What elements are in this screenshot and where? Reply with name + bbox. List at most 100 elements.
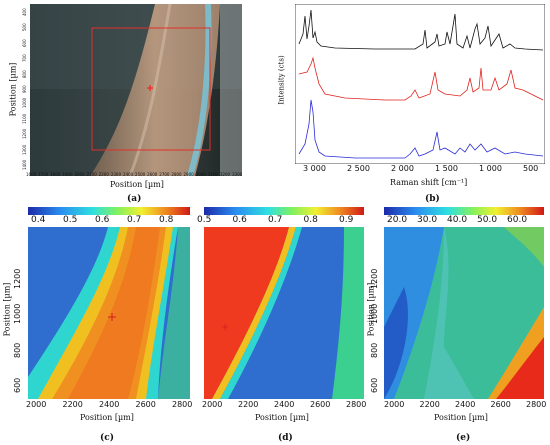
c-colorbar-tick: 0.6 [95, 215, 110, 225]
b-x-tick-label: 2 000 [391, 164, 414, 173]
c-x-tick-label: 2800 [172, 400, 193, 409]
c-colorbar-tick: 0.4 [31, 215, 46, 225]
panel-c: 0.4 0.5 0.6 0.7 0.8 1200 1000 800 600 2000 2200 2… [0, 205, 200, 445]
e-x-tick-label: 2600 [490, 400, 511, 409]
d-colorbar-tick: 0.7 [268, 215, 283, 225]
e-heatmap [384, 227, 544, 399]
c-y-tick-label: 1000 [13, 303, 22, 324]
a-x-tick-label: 1900 [62, 172, 73, 177]
a-y-tick-label: 400 [22, 8, 27, 16]
a-ylabel: Position [µm] [8, 62, 18, 117]
a-x-tick-label: 1600 [26, 172, 37, 177]
panel-e: 20.0 30.0 40.0 50.0 60.0 1200 1000 800 600 2000… [360, 205, 550, 445]
spectra-frame [295, 4, 545, 164]
c-colorbar-tick: 0.5 [63, 215, 78, 225]
d-colorbar-tick: 0.9 [339, 215, 354, 225]
e-colorbar-tick: 40.0 [447, 215, 468, 225]
e-colorbar-tick: 20.0 [387, 215, 408, 225]
a-x-tick-label: 2700 [159, 172, 170, 177]
d-colorbar-tick: 0.8 [303, 215, 318, 225]
a-y-tick-label: 800 [22, 69, 27, 78]
a-x-tick-label: 2800 [171, 172, 182, 177]
raman-spectra-chart [295, 4, 545, 164]
a-y-tick-label: 700 [22, 54, 27, 63]
spectrum-black [298, 9, 544, 51]
c-x-tick-label: 2200 [62, 400, 83, 409]
b-caption: (b) [425, 194, 440, 204]
a-x-tick-label: 2300 [110, 172, 121, 177]
e-ylabel: Position [µm] [366, 282, 376, 337]
d-x-tick-label: 2800 [346, 400, 367, 409]
a-xlabel: Position [µm] [110, 180, 164, 189]
a-x-tick-label: 2400 [122, 172, 134, 177]
b-x-tick-label: 1 000 [479, 164, 502, 173]
c-x-tick-label: 2000 [26, 400, 47, 409]
e-x-tick-label: 2800 [526, 400, 547, 409]
c-colorbar [28, 207, 190, 215]
panel-d: 0.5 0.6 0.7 0.8 0.9 2000 2200 2400 2600 2800 Pos… [190, 205, 380, 445]
panel-a: 1400 1300 1200 1100 1000 900 800 700 600 500 400 1… [0, 0, 260, 210]
d-x-tick-label: 2200 [238, 400, 259, 409]
d-colorbar-tick: 0.5 [197, 215, 212, 225]
c-y-tick-label: 600 [13, 377, 22, 393]
e-x-tick-label: 2000 [384, 400, 405, 409]
e-colorbar-tick: 30.0 [417, 215, 438, 225]
spectrum-red [298, 56, 544, 101]
a-x-tick-label: 1800 [50, 172, 61, 177]
a-caption: (a) [127, 194, 142, 204]
a-x-tick-label: 2200 [98, 172, 109, 177]
a-x-tick-label: 3000 [195, 172, 206, 177]
c-ylabel: Position [µm] [2, 282, 12, 337]
e-xlabel: Position [µm] [434, 413, 488, 422]
c-caption: (c) [100, 433, 114, 443]
e-x-tick-label: 2200 [419, 400, 440, 409]
a-x-tick-label: 2000 [74, 172, 85, 177]
a-x-tick-label: 2900 [183, 172, 194, 177]
e-x-tick-label: 2400 [455, 400, 476, 409]
a-x-tick-label: 2500 [135, 172, 146, 177]
c-x-tick-label: 2600 [135, 400, 156, 409]
b-x-tick-label: 500 [523, 164, 539, 173]
b-x-tick-label: 3 000 [303, 164, 326, 173]
d-colorbar [204, 207, 364, 215]
c-heatmap [28, 227, 190, 399]
d-xlabel: Position [µm] [255, 413, 309, 422]
a-x-tick-label: 3300 [232, 172, 243, 177]
roi-rectangle [91, 27, 211, 151]
c-x-tick-label: 2400 [99, 400, 120, 409]
a-y-tick-label: 1100 [22, 113, 27, 124]
d-x-tick-label: 2400 [274, 400, 295, 409]
a-x-tick-label: 2100 [86, 172, 97, 177]
roi-marker [147, 85, 153, 91]
c-y-tick-label: 1200 [13, 268, 22, 289]
c-cross-marker [108, 313, 116, 321]
e-y-tick-label: 800 [370, 343, 379, 359]
c-xlabel: Position [µm] [80, 413, 134, 422]
b-ylabel: Intensity (cts) [277, 55, 286, 105]
spectrum-blue [298, 99, 544, 159]
a-y-tick-label: 500 [22, 23, 27, 32]
c-colorbar-tick: 0.8 [159, 215, 174, 225]
microscope-image [30, 4, 242, 176]
e-y-tick-label: 600 [370, 377, 379, 393]
a-y-tick-label: 900 [22, 85, 27, 93]
b-x-tick-label: 1 500 [435, 164, 458, 173]
a-y-tick-label: 1000 [22, 98, 27, 109]
a-x-tick-label: 3200 [219, 172, 231, 177]
a-y-tick-label: 1300 [22, 144, 27, 155]
a-y-tick-label: 1400 [22, 159, 27, 170]
a-y-tick-label: 1200 [22, 129, 27, 140]
a-x-tick-label: 3100 [207, 172, 218, 177]
a-y-tick-label: 600 [22, 39, 27, 47]
d-x-tick-label: 2000 [202, 400, 223, 409]
a-x-tick-label: 1700 [38, 172, 49, 177]
a-x-tick-label: 2600 [147, 172, 158, 177]
d-heatmap [204, 227, 364, 399]
b-xlabel: Raman shift [cm⁻¹] [390, 178, 468, 187]
d-caption: (d) [278, 433, 293, 443]
d-x-tick-label: 2600 [310, 400, 331, 409]
c-y-tick-label: 800 [13, 343, 22, 359]
panel-b: 3 000 2 500 2 000 1 500 1 000 500 Intensity (… [275, 0, 550, 210]
b-x-tick-label: 2 500 [347, 164, 370, 173]
e-colorbar-tick: 50.0 [477, 215, 498, 225]
